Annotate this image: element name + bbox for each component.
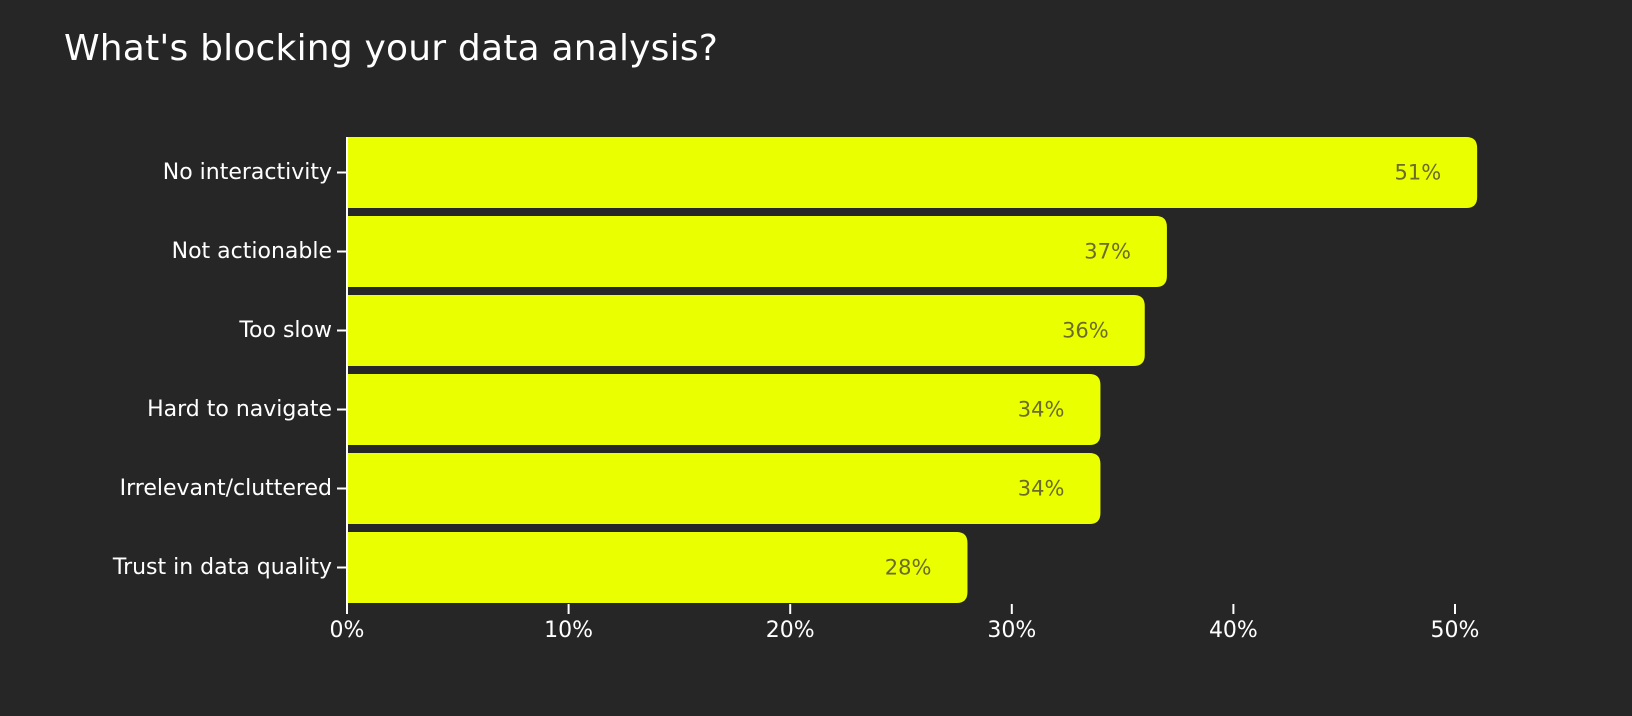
bar-value-label: 36% [1062,319,1109,343]
x-tick-label: 50% [1431,618,1480,643]
category-label: Trust in data quality [112,555,332,580]
x-tick-label: 30% [987,618,1036,643]
bar-1 [347,137,1478,208]
bars-layer: 51% 37% 36% 34% 34% 28% [347,137,1478,603]
x-tick-label: 10% [544,618,593,643]
x-tick-label: 40% [1209,618,1258,643]
category-label: Not actionable [172,239,332,264]
bar-value-label: 51% [1394,161,1441,185]
bar-value-label: 28% [885,556,932,580]
x-tick-label: 0% [330,618,365,643]
bar-6 [347,532,968,603]
bar-3 [347,295,1145,366]
bar-2 [347,216,1167,287]
bar-value-label: 34% [1018,398,1065,422]
bar-4 [347,374,1101,445]
chart-title: What's blocking your data analysis? [64,28,719,69]
bar-5 [347,453,1101,524]
category-label: Hard to navigate [147,397,332,422]
bar-value-label: 34% [1018,477,1065,501]
x-tick-label: 20% [766,618,815,643]
y-axis: No interactivity Not actionable Too slow Ha… [112,137,348,604]
x-axis: 0% 10% 20% 30% 40% 50% [330,604,1480,643]
category-label: No interactivity [163,160,332,185]
category-label: Irrelevant/cluttered [120,476,332,501]
bar-value-label: 37% [1084,240,1131,264]
category-label: Too slow [238,318,332,343]
